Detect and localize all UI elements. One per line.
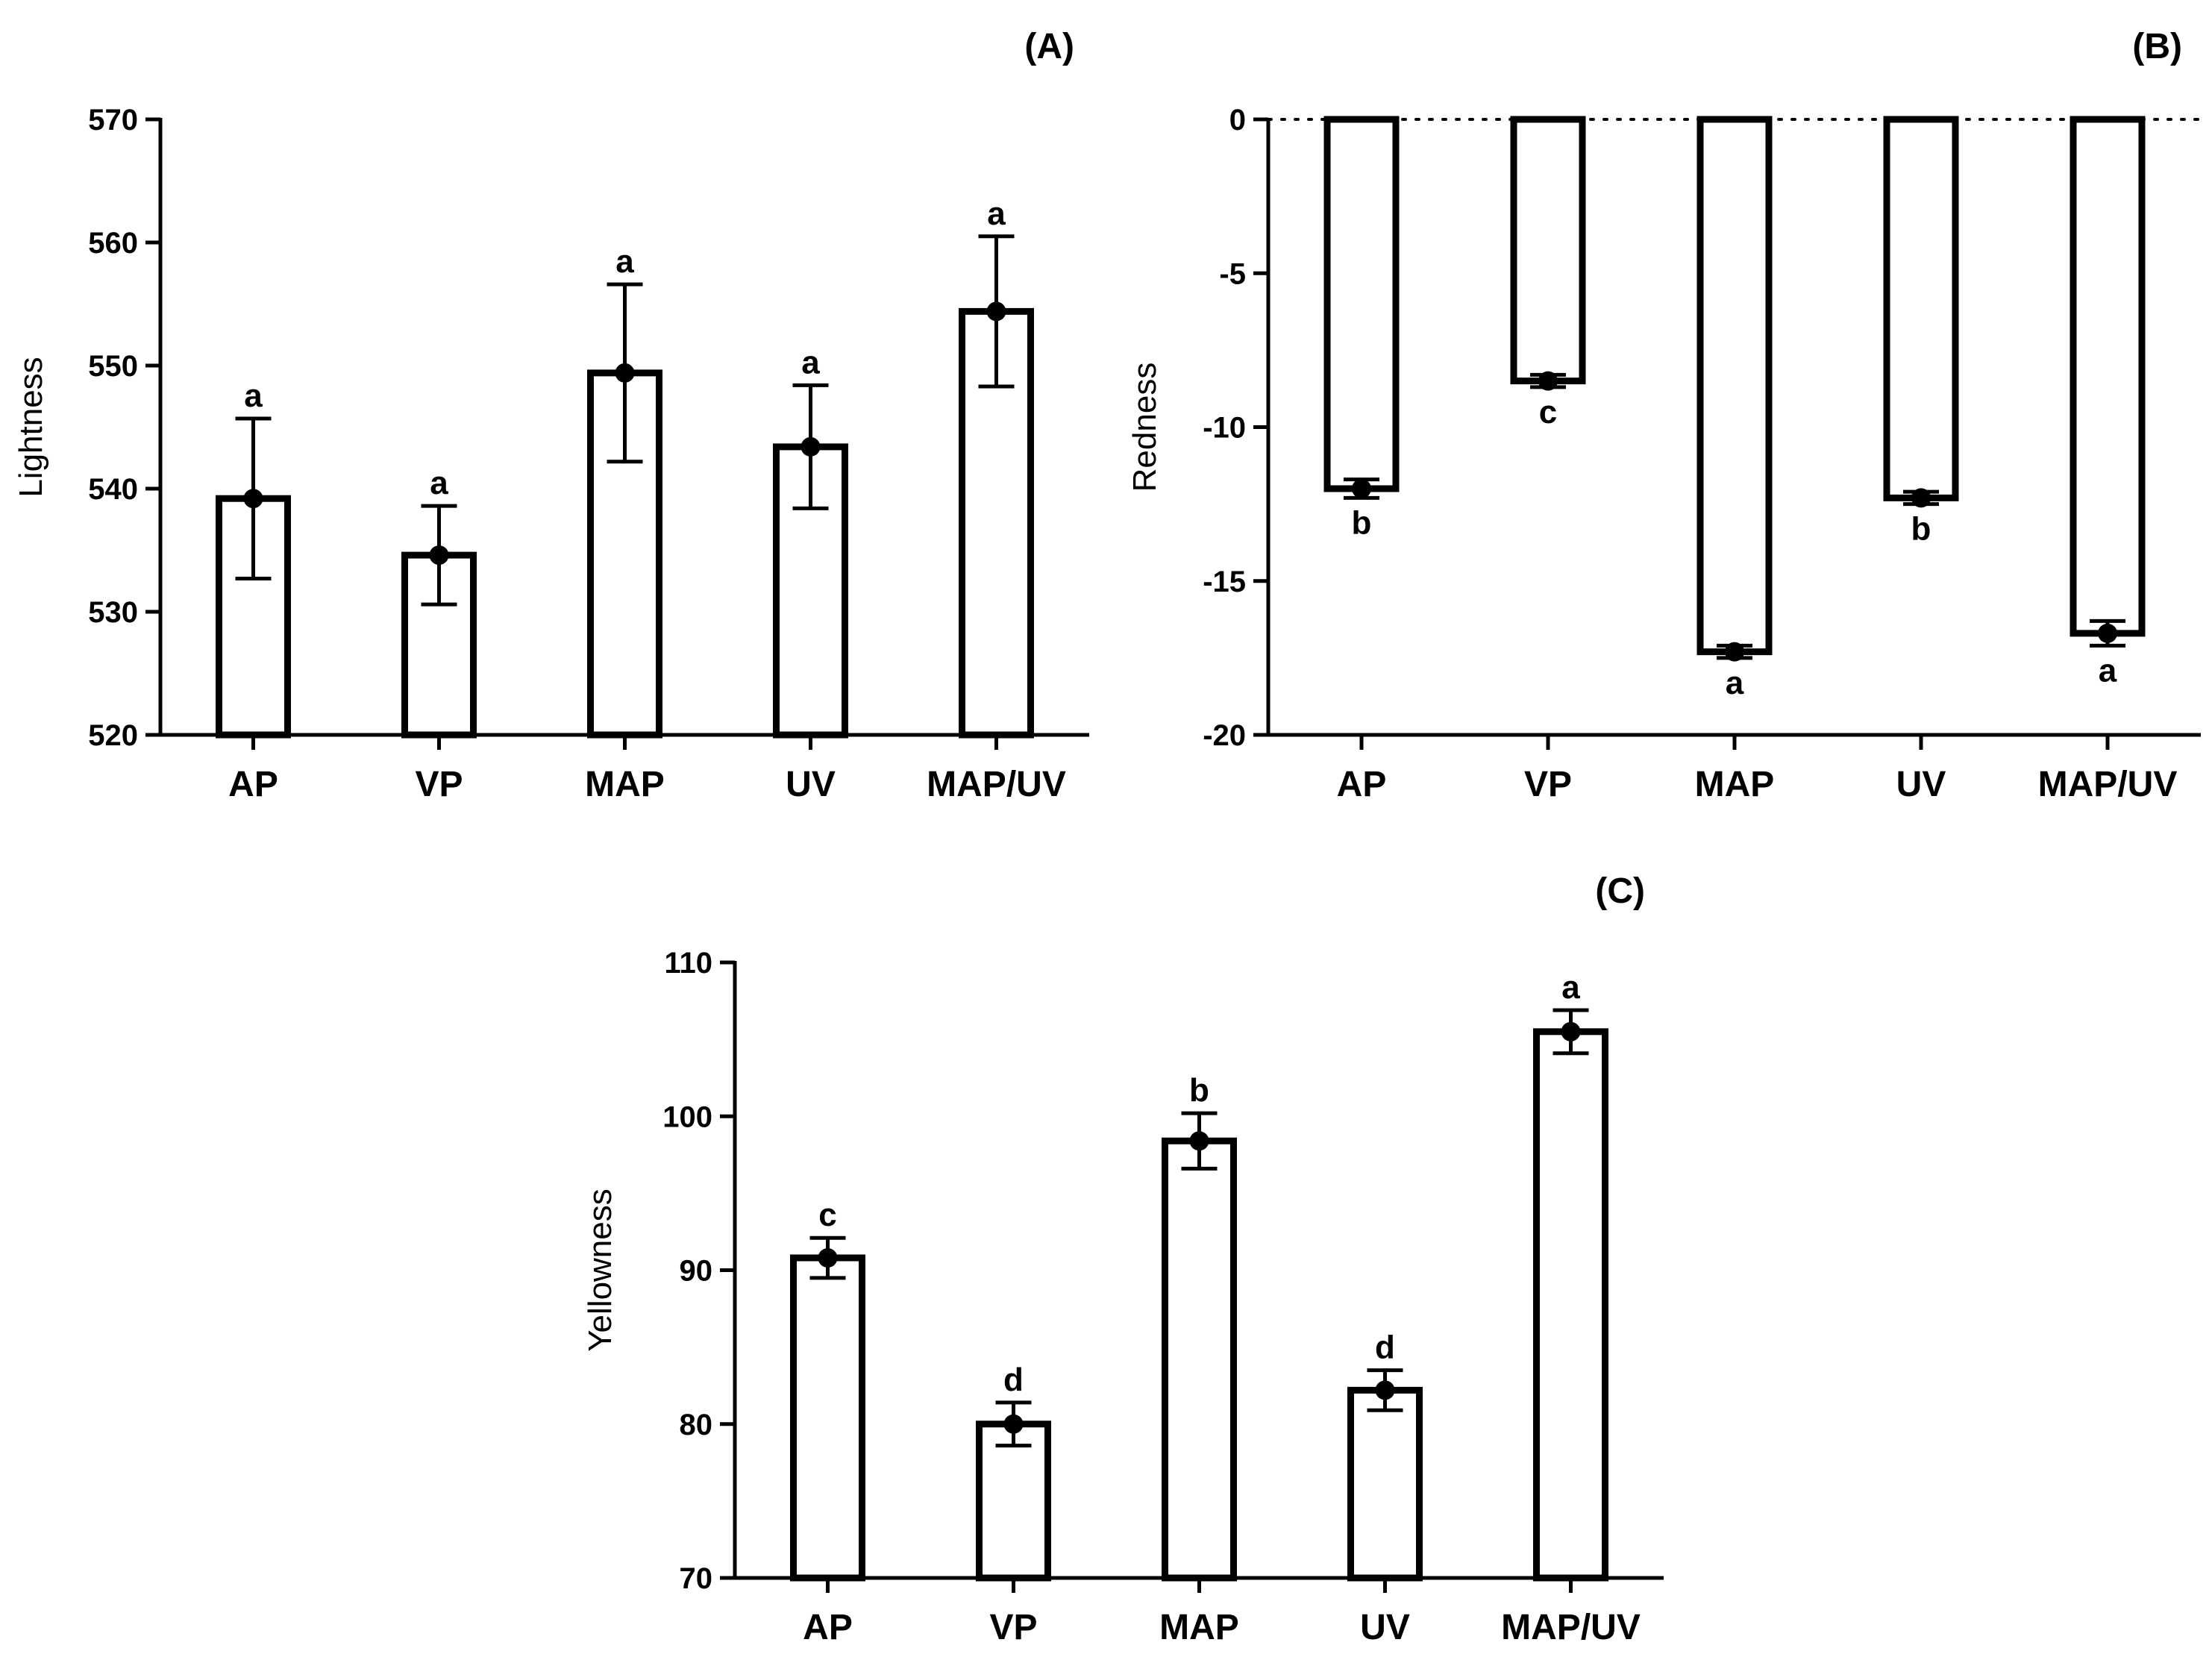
x-tick-label: MAP [1695,765,1775,804]
significance-letter: a [615,243,634,280]
significance-letter: c [818,1197,836,1233]
x-tick-label: MAP [1159,1608,1239,1647]
x-tick-label: AP [803,1608,853,1647]
significance-letter: a [244,378,263,414]
y-tick-label: -15 [1203,566,1246,598]
significance-letter: a [1561,969,1580,1006]
y-axis-title: Yellowness [582,1188,618,1352]
x-tick-label: VP [415,765,463,804]
y-tick-label: 560 [88,227,138,260]
bar-map-uv [1533,1028,1608,1582]
significance-letter: b [1911,511,1931,548]
x-tick-label: UV [786,765,836,804]
panel-label: (A) [1024,27,1074,66]
bar-ap [790,1254,865,1582]
x-tick-label: VP [1524,765,1572,804]
significance-letter: c [1539,394,1557,430]
mean-point [800,436,821,457]
mean-point [1725,642,1744,662]
y-tick-label: 110 [664,947,712,980]
panel-c: c AP d VP b MAP d UV a MAP/UV 70 80 90 100 110 Yellowne… [582,871,1664,1647]
mean-point [818,1248,838,1268]
y-tick-label: 80 [680,1409,713,1441]
x-tick-label: MAP [585,765,665,804]
significance-letter: b [1189,1072,1209,1109]
significance-letter: d [1375,1329,1395,1366]
x-tick-label: MAP/UV [2038,765,2178,804]
panel-label: (C) [1595,871,1645,911]
y-axis-title: Lightness [13,357,49,497]
x-tick-label: UV [1896,765,1946,804]
x-tick-label: AP [228,765,278,804]
y-axis-title: Redness [1127,363,1163,492]
mean-point [615,363,635,383]
bar-map-uv [2070,116,2146,637]
y-tick-label: 570 [88,104,138,137]
significance-letter: a [987,195,1006,232]
mean-point [429,545,449,566]
mean-point [1375,1380,1395,1400]
y-tick-label: 0 [1229,104,1246,137]
y-tick-label: 100 [662,1100,712,1133]
bar-uv [1347,1386,1423,1582]
mean-point [2098,623,2117,643]
mean-point [1003,1414,1024,1434]
significance-letter: a [1726,665,1744,701]
x-tick-label: VP [989,1608,1037,1647]
y-tick-label: -10 [1203,412,1246,445]
mean-point [1911,488,1931,508]
y-tick-label: -5 [1219,257,1246,290]
y-tick-label: 530 [88,596,138,629]
significance-letter: a [801,344,820,380]
bar-map [1696,116,1773,656]
y-tick-label: 540 [88,473,138,506]
significance-letter: b [1352,504,1372,541]
y-tick-label: -20 [1203,719,1246,752]
significance-letter: d [1003,1362,1024,1398]
mean-point [986,301,1006,322]
x-tick-label: MAP/UV [927,765,1066,804]
significance-letter: a [430,465,448,501]
y-tick-label: 90 [680,1255,713,1288]
y-tick-label: 520 [88,719,138,752]
panel-a: a AP a VP a MAP a UV a MAP/UV 520 530 540 550 560 570 Li… [13,27,1089,804]
y-tick-label: 550 [88,350,138,383]
mean-point [243,489,263,509]
bar-uv [1883,116,1959,501]
mean-point [1561,1021,1581,1042]
x-tick-label: MAP/UV [1501,1608,1641,1647]
bar-ap [1323,116,1400,492]
x-tick-label: UV [1360,1608,1410,1647]
x-tick-label: AP [1337,765,1387,804]
panel-label: (B) [2132,27,2182,66]
bar-vp [1510,116,1586,385]
y-tick-label: 70 [680,1562,713,1595]
panel-b: b AP c VP a MAP b UV a MAP/UV -20 -15 -10 -5 0 Redness (… [1127,27,2202,804]
mean-point [1538,371,1558,391]
mean-point [1189,1131,1209,1151]
significance-letter: a [2099,652,2117,689]
mean-point [1352,479,1371,498]
bar-map [1162,1137,1237,1582]
